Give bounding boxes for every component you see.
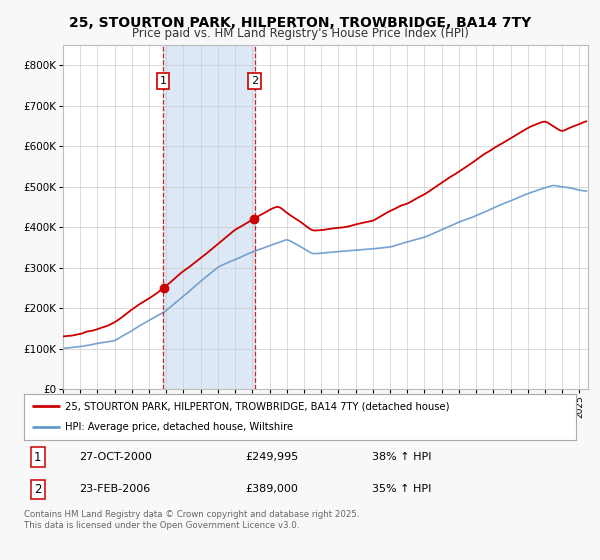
Text: 25, STOURTON PARK, HILPERTON, TROWBRIDGE, BA14 7TY (detached house): 25, STOURTON PARK, HILPERTON, TROWBRIDGE… [65, 401, 450, 411]
Text: Price paid vs. HM Land Registry's House Price Index (HPI): Price paid vs. HM Land Registry's House … [131, 27, 469, 40]
Text: 1: 1 [34, 451, 41, 464]
Text: 27-OCT-2000: 27-OCT-2000 [79, 452, 152, 462]
Text: 35% ↑ HPI: 35% ↑ HPI [372, 484, 431, 494]
Text: 1: 1 [160, 76, 167, 86]
Text: 38% ↑ HPI: 38% ↑ HPI [372, 452, 431, 462]
Text: Contains HM Land Registry data © Crown copyright and database right 2025.
This d: Contains HM Land Registry data © Crown c… [24, 510, 359, 530]
Bar [163, 45, 255, 389]
Text: 2: 2 [34, 483, 41, 496]
Text: £389,000: £389,000 [245, 484, 298, 494]
Text: 23-FEB-2006: 23-FEB-2006 [79, 484, 151, 494]
Text: £249,995: £249,995 [245, 452, 298, 462]
Text: 2: 2 [251, 76, 259, 86]
Text: 25, STOURTON PARK, HILPERTON, TROWBRIDGE, BA14 7TY: 25, STOURTON PARK, HILPERTON, TROWBRIDGE… [69, 16, 531, 30]
Text: HPI: Average price, detached house, Wiltshire: HPI: Average price, detached house, Wilt… [65, 422, 293, 432]
